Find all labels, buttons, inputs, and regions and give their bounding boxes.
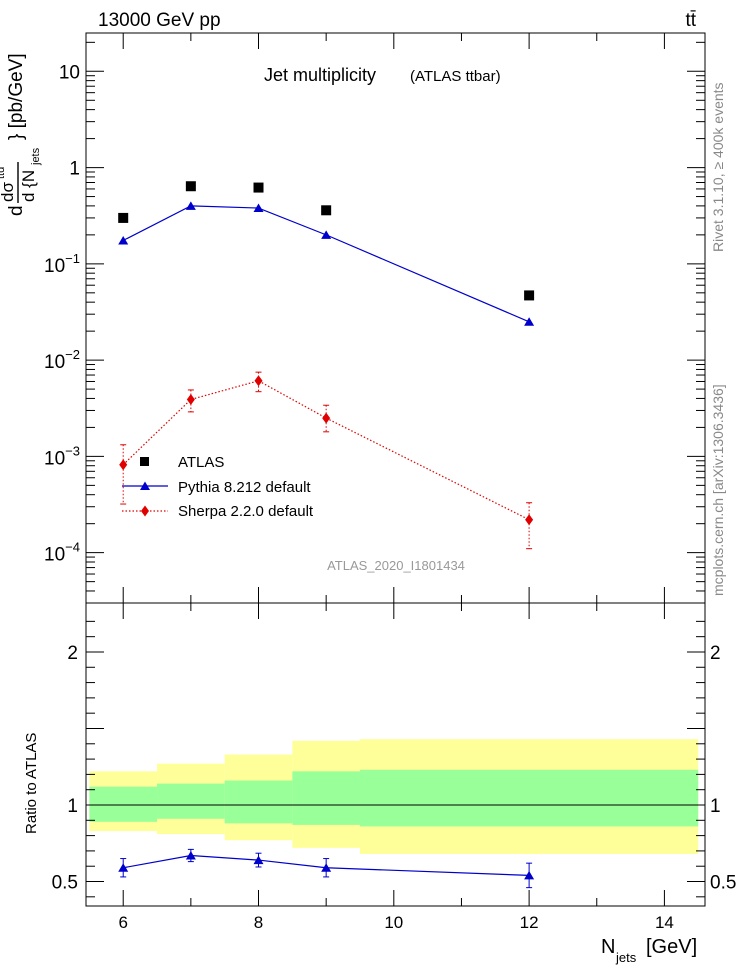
svg-text:dσ: dσ: [0, 182, 17, 202]
sherpa-point: [119, 459, 128, 471]
sherpa-line: [122, 380, 530, 521]
svg-text:jets: jets: [615, 950, 637, 965]
main-y-tick-label: 10−4: [44, 540, 80, 566]
ratio-y-axis-label: Ratio to ATLAS: [23, 733, 40, 834]
x-tick-label: 8: [254, 913, 263, 932]
ratio-plot-frame: [85, 602, 706, 907]
ratio-band-inner: [224, 780, 293, 824]
header-energy-label: 13000 GeV pp: [98, 10, 221, 31]
x-tick-label: 12: [520, 913, 539, 932]
atlas-point: [253, 182, 264, 193]
ratio-band-inner: [89, 786, 158, 822]
sherpa-point: [254, 375, 263, 387]
pythia-line: [122, 205, 530, 323]
pythia-point: [118, 235, 129, 245]
svg-text:[GeV]: [GeV]: [646, 936, 697, 958]
ratio-band-inner: [359, 769, 699, 827]
legend-label-sherpa: Sherpa 2.2.0 default: [178, 503, 314, 520]
sherpa-point: [186, 393, 195, 405]
main-y-tick-label: 1: [69, 159, 80, 180]
main-plot-watermark: ATLAS_2020_I1801434: [327, 558, 465, 573]
svg-text:N: N: [601, 936, 615, 958]
ratio-band-inner: [157, 783, 225, 819]
main-y-tick-label: 10−1: [44, 251, 80, 277]
side-text-mcplots: mcplots.cern.ch [arXiv:1306.3436]: [710, 384, 726, 596]
side-text-rivet: Rivet 3.1.10, ≥ 400k events: [710, 82, 726, 252]
ratio-pythia-point: [185, 851, 196, 860]
ratio-band-inner: [292, 771, 360, 825]
pythia-point: [524, 317, 535, 326]
ratio-y-tick-label-right: 1: [710, 796, 721, 817]
sherpa-point: [322, 412, 331, 424]
ratio-pythia-point: [524, 870, 535, 880]
ratio-y-tick-label-right: 2: [710, 643, 721, 664]
x-axis-label: N jets [GeV]: [601, 936, 697, 965]
atlas-point: [118, 212, 129, 223]
svg-text:jets: jets: [30, 147, 42, 166]
sherpa-point: [525, 514, 534, 526]
legend-marker-sherpa: [141, 505, 149, 517]
atlas-point: [321, 205, 332, 216]
ratio-y-tick-label: 0.5: [52, 873, 78, 894]
legend-marker-pythia: [140, 481, 150, 490]
ratio-y-tick-label: 2: [67, 643, 78, 664]
ratio-y-tick-label-right: 0.5: [710, 873, 736, 894]
main-plot-subtitle: (ATLAS ttbar): [410, 68, 501, 85]
main-y-tick-label: 10−2: [44, 347, 80, 373]
legend-label-pythia: Pythia 8.212 default: [178, 479, 311, 496]
atlas-point: [185, 181, 196, 192]
ratio-pythia-point: [253, 855, 264, 865]
header-process-label: tt̄: [685, 10, 696, 31]
legend-marker-atlas: [140, 457, 149, 466]
ratio-pythia-point: [118, 863, 129, 872]
svg-text:d: d: [6, 205, 27, 216]
svg-text:} [pb/GeV]: } [pb/GeV]: [6, 53, 27, 140]
main-y-axis-label: d dσ ttd d {N jets } [pb/GeV]: [0, 53, 42, 216]
main-y-tick-label: 10: [59, 62, 80, 83]
ratio-plot: 6 8 10 12 140.5 0.51 12 2: [52, 33, 736, 932]
svg-text:ttd: ttd: [0, 167, 7, 179]
main-plot-title: Jet multiplicity: [264, 65, 376, 85]
ratio-pythia-point: [321, 863, 332, 872]
x-tick-label: 10: [384, 913, 403, 932]
x-tick-label: 6: [118, 913, 127, 932]
legend: ATLAS Pythia 8.212 default Sherpa 2.2.0 …: [122, 454, 314, 520]
main-plot: 10 1 10−1 10−2 10−3 10−4: [44, 41, 705, 604]
legend-label-atlas: ATLAS: [178, 454, 224, 471]
main-y-tick-label: 10−3: [44, 443, 80, 469]
x-tick-label: 14: [655, 913, 674, 932]
pythia-point: [253, 203, 264, 213]
ratio-y-tick-label: 1: [67, 796, 78, 817]
atlas-point: [524, 290, 535, 301]
pythia-point: [185, 201, 196, 210]
svg-text:d {N: d {N: [19, 170, 38, 202]
pythia-point: [321, 230, 332, 239]
